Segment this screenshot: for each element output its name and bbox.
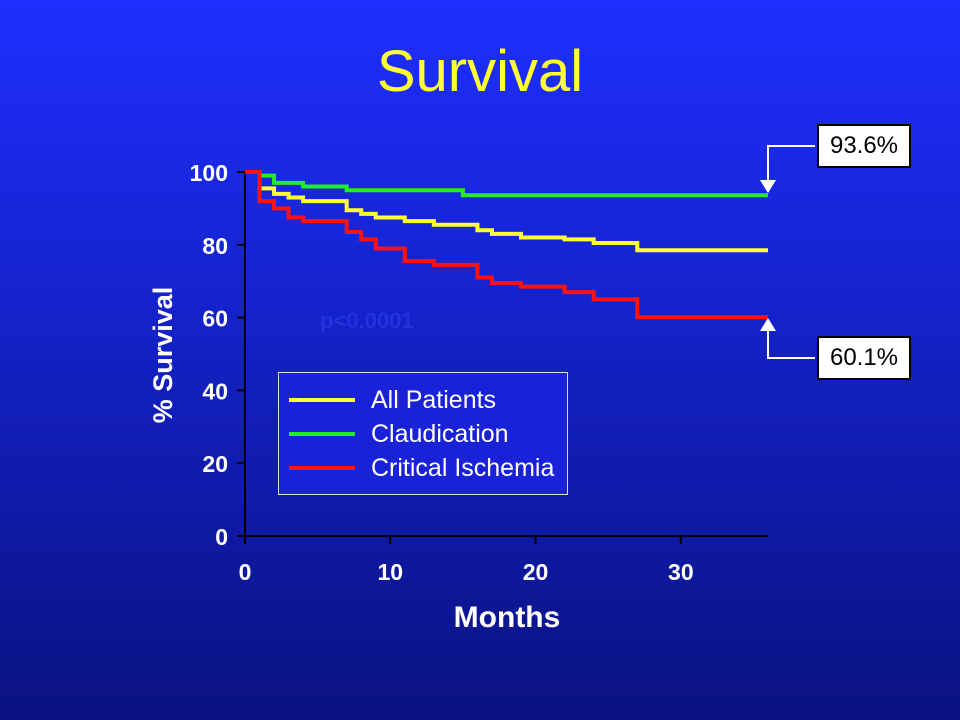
legend-swatch-critical-ischemia (289, 466, 355, 470)
legend-label: Claudication (371, 419, 509, 448)
top-callout-box: 93.6% (817, 124, 911, 168)
x-tick-label: 10 (377, 559, 403, 585)
x-tick-label: 30 (668, 559, 694, 585)
chart-legend: All Patients Claudication Critical Ische… (278, 372, 568, 495)
series-line-claudication (245, 170, 768, 198)
top-callout-arrowhead (760, 180, 776, 193)
legend-item-critical-ischemia: Critical Ischemia (289, 453, 554, 483)
bottom-callout-connector (767, 330, 815, 359)
x-axis-label: Months (454, 601, 561, 634)
y-tick-label: 0 (215, 524, 228, 550)
series-line-all-patients (245, 170, 768, 253)
series-line-critical-ischemia (245, 170, 768, 320)
y-tick-label: 60 (202, 306, 228, 332)
y-tick-label: 20 (202, 451, 228, 477)
top-callout-connector (767, 145, 815, 182)
y-axis-label: % Survival (148, 287, 178, 424)
legend-label: Critical Ischemia (371, 453, 555, 482)
x-tick-label: 0 (239, 559, 252, 585)
bottom-callout-box: 60.1% (817, 336, 911, 380)
series-lines (245, 170, 768, 320)
legend-label: All Patients (371, 385, 497, 414)
legend-item-all-patients: All Patients (289, 385, 496, 415)
y-tick-label: 100 (190, 160, 228, 186)
p-value-label: p<0.0001 (320, 308, 414, 333)
legend-swatch-all-patients (289, 398, 355, 402)
y-tick-label: 80 (202, 233, 228, 259)
legend-item-claudication: Claudication (289, 419, 509, 449)
slide-title: Survival (376, 39, 584, 104)
x-tick-label: 20 (523, 559, 549, 585)
y-tick-label: 40 (202, 378, 228, 404)
bottom-callout-arrowhead (760, 318, 776, 331)
axis-ticks: 0 20 40 60 80 100 0 10 20 30 (190, 160, 694, 585)
legend-swatch-claudication (289, 432, 355, 436)
